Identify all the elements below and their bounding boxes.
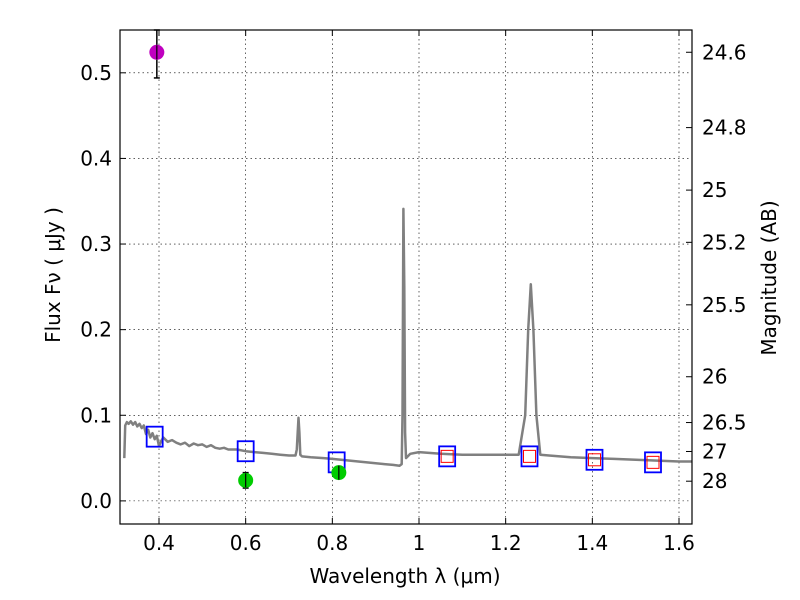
- axis-ticks: 0.4 0.6 0.8 1 1.2 1.4 1.6 0.0 0.1 0.2 0.3 0.4 0.5 24.…: [80, 30, 747, 555]
- model-photometry-marker: [585, 448, 604, 471]
- y-axis-right-label: Magnitude (AB): [757, 200, 781, 355]
- model-photometry-marker: [438, 445, 457, 468]
- right-tick-label: 25: [702, 178, 727, 202]
- plot-frame: [119, 29, 693, 525]
- x-tick-label: 1.2: [490, 531, 522, 555]
- model-photometry-marker: [644, 451, 662, 474]
- model-photometry-marker: [145, 425, 164, 448]
- model-photometry-inner-marker: [646, 455, 660, 469]
- grid-lines: [120, 30, 692, 524]
- right-tick-label: 26: [702, 365, 727, 389]
- y-tick-label: 0.5: [80, 61, 112, 85]
- model-photometry-inner-marker: [588, 453, 601, 467]
- right-tick-label: 25.5: [702, 293, 747, 317]
- x-axis-label: Wavelength λ (μm): [309, 564, 500, 588]
- right-tick-label: 25.2: [702, 230, 747, 254]
- model-photometry-marker: [520, 445, 539, 468]
- y-axis-label: Flux Fν ( μJy ): [41, 207, 65, 343]
- model-photometry-inner-marker: [523, 449, 536, 463]
- right-tick-label: 24.6: [702, 40, 747, 64]
- x-tick-label: 1.6: [663, 531, 695, 555]
- x-tick-label: 0.4: [143, 531, 175, 555]
- x-tick-label: 0.8: [316, 531, 348, 555]
- x-tick-label: 1: [413, 531, 426, 555]
- right-tick-label: 28: [702, 469, 727, 493]
- spectrum-line: [123, 207, 692, 468]
- x-tick-label: 0.6: [230, 531, 262, 555]
- y-tick-label: 0.4: [80, 146, 112, 170]
- y-tick-label: 0.1: [80, 403, 112, 427]
- right-tick-label: 24.8: [702, 116, 747, 140]
- model-photometry-marker: [236, 440, 255, 463]
- right-tick-label: 27: [702, 439, 727, 463]
- y-tick-label: 0.0: [80, 489, 112, 513]
- y-tick-label: 0.2: [80, 318, 112, 342]
- y-tick-label: 0.3: [80, 232, 112, 256]
- plot-data: [123, 29, 692, 489]
- right-tick-label: 26.5: [702, 411, 747, 435]
- x-tick-label: 1.4: [576, 531, 608, 555]
- model-photometry-inner-marker: [440, 449, 454, 463]
